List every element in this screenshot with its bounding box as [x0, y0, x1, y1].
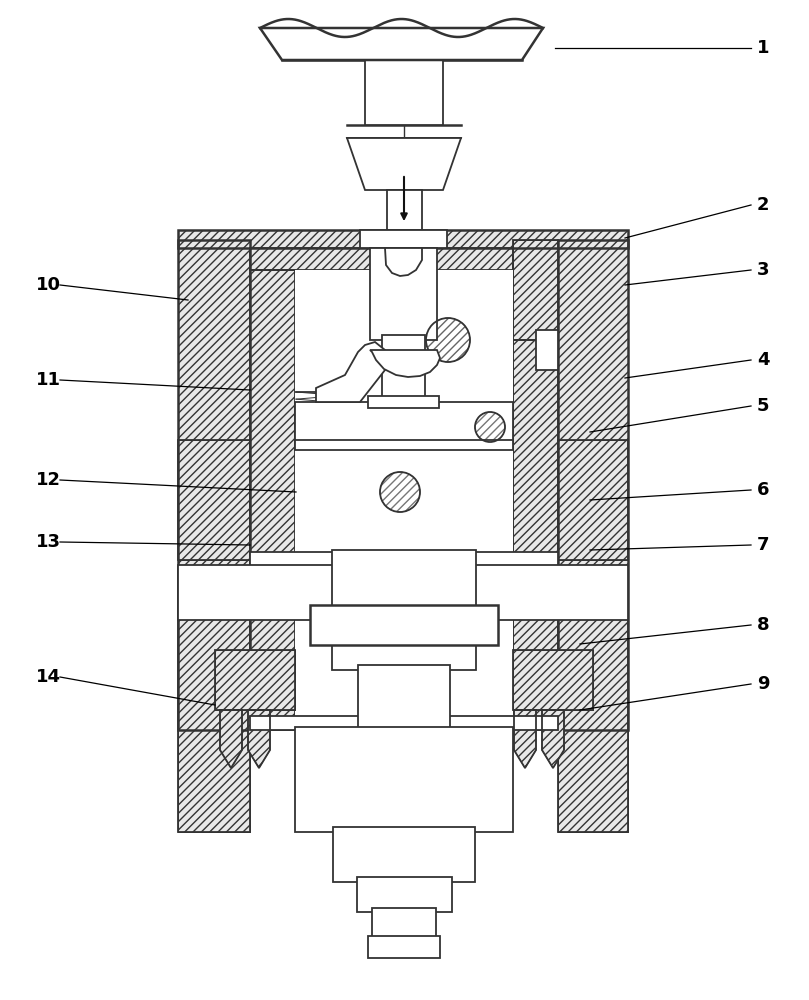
Bar — [215, 650, 295, 710]
Bar — [178, 567, 250, 832]
Bar — [250, 270, 295, 730]
Bar — [332, 550, 476, 670]
Bar — [295, 727, 513, 832]
Bar — [513, 240, 558, 340]
Bar — [178, 565, 628, 620]
Bar — [368, 936, 440, 958]
Polygon shape — [385, 248, 422, 276]
Bar — [178, 567, 250, 832]
Bar — [513, 240, 558, 340]
Polygon shape — [316, 342, 385, 402]
Bar — [295, 440, 513, 450]
Bar — [513, 650, 593, 710]
Bar — [558, 240, 628, 730]
Text: 9: 9 — [756, 675, 769, 693]
Polygon shape — [248, 710, 270, 768]
Circle shape — [475, 412, 505, 442]
Bar — [250, 552, 558, 570]
Polygon shape — [514, 710, 536, 768]
Polygon shape — [347, 138, 461, 190]
Bar — [178, 230, 628, 248]
Text: 5: 5 — [756, 397, 769, 415]
Bar — [295, 440, 513, 560]
Bar — [178, 240, 250, 730]
Bar — [295, 402, 513, 442]
Bar — [178, 440, 250, 560]
Circle shape — [426, 318, 470, 362]
Bar — [370, 248, 437, 340]
Bar — [536, 330, 558, 370]
Bar — [372, 908, 436, 938]
Text: 14: 14 — [36, 668, 61, 686]
Bar — [558, 440, 628, 560]
Bar — [360, 230, 447, 248]
Bar — [387, 190, 422, 230]
Bar — [178, 230, 628, 248]
Bar — [513, 340, 558, 730]
Text: 13: 13 — [36, 533, 61, 551]
Bar — [357, 877, 452, 912]
Text: 8: 8 — [756, 616, 769, 634]
Bar — [310, 605, 498, 645]
Bar — [368, 396, 439, 408]
Text: 4: 4 — [756, 351, 769, 369]
Polygon shape — [220, 710, 242, 768]
Text: 10: 10 — [36, 276, 61, 294]
Bar — [295, 270, 513, 730]
Text: 2: 2 — [756, 196, 769, 214]
Bar — [358, 665, 450, 730]
Polygon shape — [370, 350, 440, 377]
Bar — [558, 567, 628, 832]
Bar — [513, 650, 593, 710]
Polygon shape — [542, 710, 564, 768]
Bar — [558, 240, 628, 730]
Bar — [558, 567, 628, 832]
Bar — [558, 440, 628, 560]
Bar — [250, 248, 513, 270]
Text: 6: 6 — [756, 481, 769, 499]
Text: 12: 12 — [36, 471, 61, 489]
Bar — [178, 240, 250, 730]
Bar — [333, 827, 475, 882]
Bar — [295, 567, 513, 832]
Bar — [250, 248, 513, 270]
Bar — [178, 440, 250, 560]
Text: 11: 11 — [36, 371, 61, 389]
Bar — [215, 650, 295, 710]
Circle shape — [380, 472, 420, 512]
Bar — [382, 335, 425, 400]
Bar — [250, 716, 558, 730]
Polygon shape — [260, 28, 543, 60]
Polygon shape — [365, 60, 443, 125]
Bar — [513, 340, 558, 730]
Text: 3: 3 — [756, 261, 769, 279]
Text: 7: 7 — [756, 536, 769, 554]
Bar — [250, 270, 295, 730]
Text: 1: 1 — [756, 39, 769, 57]
